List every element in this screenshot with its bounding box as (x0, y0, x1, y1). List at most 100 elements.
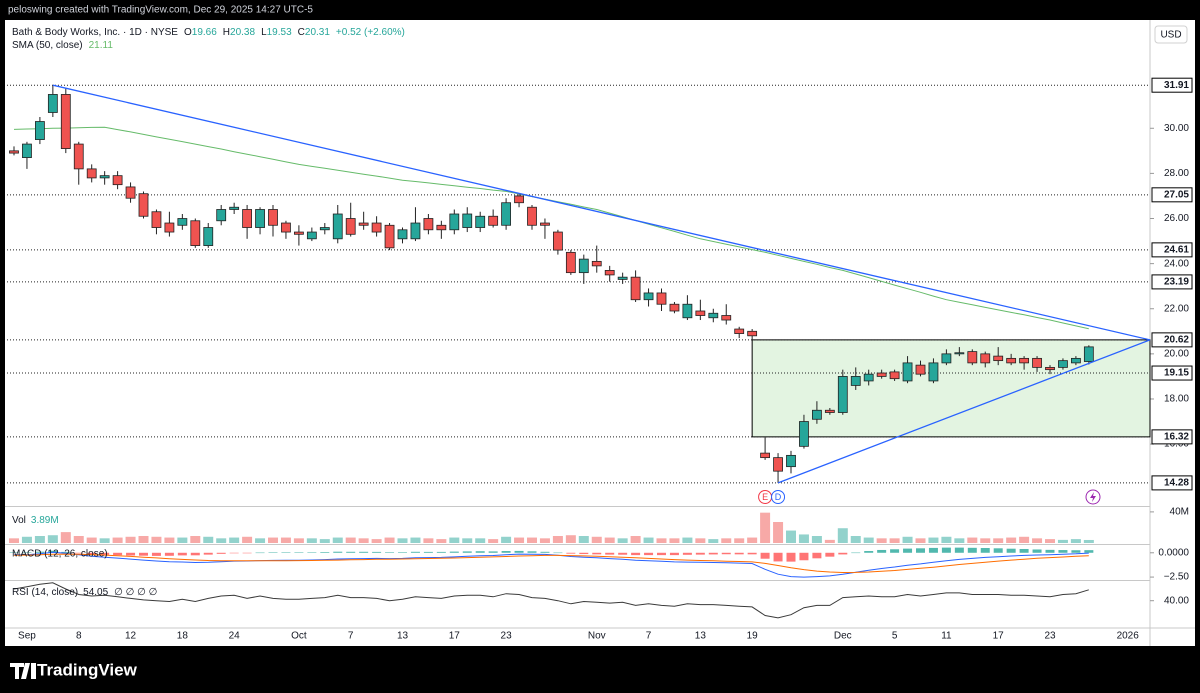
candle-body (967, 351, 978, 364)
macd-histogram-bar (74, 552, 84, 554)
macd-histogram-bar (773, 552, 783, 562)
candle-body (1058, 360, 1068, 368)
candle-body (889, 371, 900, 380)
macd-histogram-bar (851, 552, 861, 554)
y-tick-label: −2.50 (1164, 572, 1190, 583)
level-label-box (1151, 242, 1193, 258)
macd-histogram-bar (48, 550, 58, 553)
macd-histogram-bar (799, 552, 809, 561)
macd-histogram-bar (87, 552, 97, 555)
macd-histogram-bar (1045, 549, 1055, 553)
macd-histogram-bar (449, 551, 459, 553)
macd-histogram-bar (229, 552, 239, 554)
legend-ohlc-value: 20.38 (230, 27, 255, 38)
volume-bar (229, 537, 240, 543)
macd-histogram-bar (825, 552, 835, 557)
attribution: peloswing created with TradingView.com, … (8, 5, 313, 16)
candle-body (902, 362, 913, 382)
macd-histogram-bar (35, 551, 45, 553)
macd-histogram-bar (980, 548, 990, 553)
candle-body (410, 222, 421, 240)
level-label-box (1151, 429, 1193, 445)
candle-body (60, 94, 71, 149)
volume-bar (488, 539, 499, 543)
volume-bar (1070, 539, 1081, 543)
candle-body (812, 409, 822, 420)
macd-histogram-bar (864, 551, 874, 553)
candle-body (721, 315, 732, 321)
legend-ohlc-label: C (298, 27, 305, 38)
candle-body (863, 373, 874, 382)
volume-bar (604, 537, 615, 543)
candle-body (177, 218, 188, 226)
candle-body (773, 457, 783, 472)
candle-body (242, 209, 253, 228)
candle-body (747, 330, 758, 337)
macd-histogram-bar (916, 548, 925, 553)
level-label: 23.19 (1164, 277, 1189, 288)
candle-body (643, 292, 654, 301)
macd-histogram-bar (527, 551, 537, 553)
macd-histogram-bar (190, 552, 200, 556)
volume-bar (1045, 539, 1055, 543)
x-tick-label: Nov (588, 631, 606, 642)
y-tick-label: 40.00 (1164, 595, 1189, 606)
x-tick-label: Oct (291, 631, 307, 642)
macd-histogram-bar (398, 552, 407, 553)
volume-bar (811, 536, 822, 543)
volume-bar (539, 538, 550, 543)
volume-bar (1006, 537, 1017, 543)
x-tick-label: 19 (747, 631, 759, 642)
candle-body (1006, 357, 1017, 364)
macd-histogram-bar (307, 552, 317, 553)
macd-histogram-bar (954, 547, 964, 553)
legend-vol-name: Vol (12, 515, 26, 526)
volume-bar (423, 538, 434, 543)
candle-body (501, 202, 512, 226)
candle-body (475, 215, 486, 228)
candle-body (488, 215, 499, 226)
level-label-box (1151, 274, 1193, 290)
macd-histogram-bar (113, 552, 123, 556)
candle-body (630, 276, 641, 301)
candle-body (371, 222, 382, 233)
candle-body (47, 94, 58, 113)
volume-bar (112, 537, 123, 543)
volume-bar (1019, 536, 1030, 543)
volume-bar (617, 538, 628, 543)
macd-histogram-bar (9, 552, 19, 553)
legend-rsi-value: 54.05 (83, 587, 108, 598)
macd-histogram-bar (877, 549, 887, 553)
macd-histogram-bar (423, 551, 433, 553)
volume-bar (876, 538, 887, 543)
candle-body (553, 231, 563, 251)
brand: TradingView (37, 660, 138, 679)
candle-body (941, 353, 952, 364)
candle-body (514, 195, 524, 204)
macd-histogram-bar (320, 552, 330, 553)
macd-histogram-bar (928, 547, 938, 553)
volume-bar (967, 537, 978, 543)
macd-histogram-bar (708, 552, 718, 555)
macd-histogram-bar (579, 552, 589, 555)
volume-bar (475, 538, 486, 543)
candle-body (915, 364, 926, 375)
macd-histogram-bar (1032, 549, 1042, 553)
volume-bar (384, 537, 395, 543)
legend-ohlc-label: L (261, 27, 267, 38)
macd-histogram-bar (385, 552, 395, 553)
legend: SMA (50, close) 21.11 (12, 40, 113, 51)
volume-bar (99, 538, 110, 543)
volume-bar (514, 537, 525, 543)
macd-histogram-bar (618, 552, 628, 555)
legend-ohlc-value: 19.66 (192, 27, 217, 38)
candle-body (35, 121, 45, 140)
volume-bar (138, 536, 149, 543)
candle-body (591, 260, 602, 267)
candle-body (565, 251, 576, 274)
macd-histogram-bar (410, 551, 420, 553)
volume-bar (21, 536, 32, 543)
event-label: E (762, 492, 768, 502)
macd-histogram-bar (553, 552, 563, 554)
